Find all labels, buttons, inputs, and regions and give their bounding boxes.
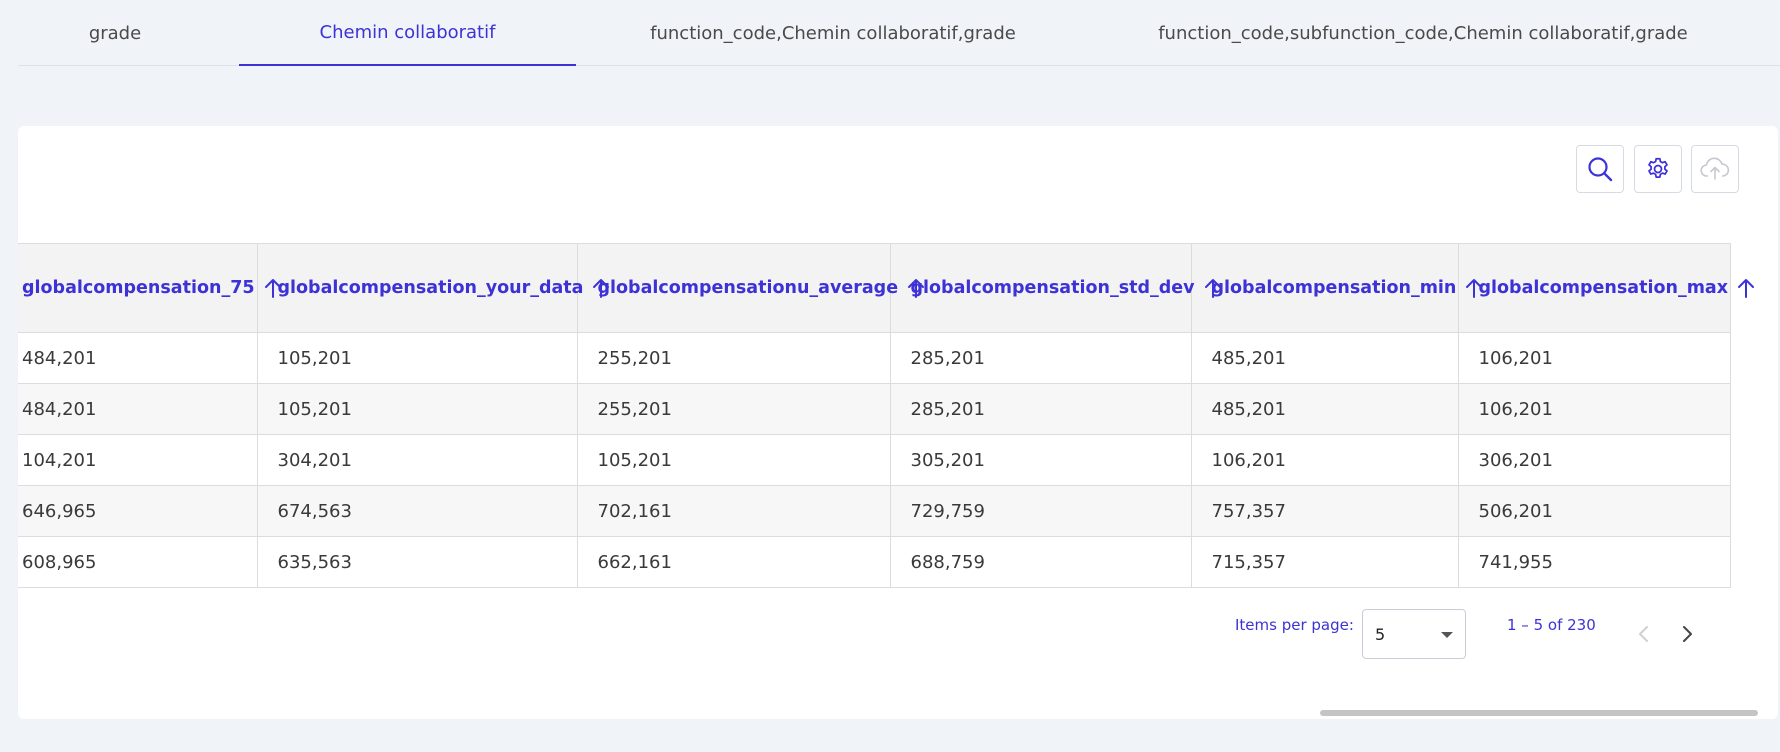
tab-label: function_code,Chemin collaboratif,grade (650, 22, 1016, 44)
horizontal-scrollbar-thumb[interactable] (1320, 710, 1758, 716)
column-header-globalcompensation-std-dev[interactable]: globalcompensation_std_dev (889, 243, 1221, 333)
next-page-button[interactable] (1671, 618, 1703, 650)
caret-down-icon (1441, 632, 1453, 638)
table-cell: 104,201 (18, 434, 258, 486)
data-table: globalcompensation_75 globalcompensation… (18, 243, 1755, 588)
table-card: globalcompensation_75 globalcompensation… (18, 126, 1778, 719)
column-header-label: globalcompensation_min (1211, 278, 1457, 298)
column-header-globalcompensation-max[interactable]: globalcompensation_max (1457, 243, 1755, 333)
page-size-select[interactable]: 5 (1362, 609, 1466, 659)
table-cell: 702,161 (576, 485, 891, 537)
table-cell: 608,965 (18, 536, 258, 588)
table-row: 484,201 105,201 255,201 285,201 485,201 … (18, 332, 1731, 384)
column-header-globalcompensation-75[interactable]: globalcompensation_75 (18, 243, 281, 333)
table-cell: 757,357 (1190, 485, 1459, 537)
table-row: 484,201 105,201 255,201 285,201 485,201 … (18, 383, 1731, 435)
table-cell: 304,201 (256, 434, 578, 486)
column-header-label: globalcompensationu_average (597, 278, 899, 298)
search-icon (1588, 157, 1613, 182)
table-header-row: globalcompensation_75 globalcompensation… (18, 243, 1755, 333)
column-header-label: globalcompensation_max (1478, 278, 1729, 298)
pagination-range: 1 – 5 of 230 (1507, 616, 1596, 634)
table-cell: 106,201 (1457, 332, 1731, 384)
table-cell: 506,201 (1457, 485, 1731, 537)
settings-button[interactable] (1634, 145, 1682, 193)
table-cell: 106,201 (1457, 383, 1731, 435)
tab-label: grade (88, 22, 142, 44)
table-cell: 729,759 (889, 485, 1192, 537)
table-cell: 105,201 (576, 434, 891, 486)
tab-label: function_code,subfunction_code,Chemin co… (1158, 22, 1688, 44)
previous-page-button[interactable] (1628, 618, 1660, 650)
items-per-page-label: Items per page: (1235, 616, 1354, 634)
sort-arrow-up-icon[interactable] (1464, 277, 1484, 299)
tab-chemin-collaboratif[interactable]: Chemin collaboratif (239, 0, 576, 66)
table-cell: 484,201 (18, 332, 258, 384)
page-size-value: 5 (1375, 624, 1386, 644)
table-cell: 305,201 (889, 434, 1192, 486)
upload-button[interactable] (1691, 145, 1739, 193)
sort-arrow-up-icon[interactable] (906, 277, 926, 299)
table-cell: 105,201 (256, 383, 578, 435)
table-row: 104,201 304,201 105,201 305,201 106,201 … (18, 434, 1731, 486)
sort-arrow-up-icon[interactable] (591, 277, 611, 299)
table-cell: 485,201 (1190, 332, 1459, 384)
tab-function-code-chemin-grade[interactable]: function_code,Chemin collaboratif,grade (618, 0, 1048, 66)
tab-function-subfunction-chemin-grade[interactable]: function_code,subfunction_code,Chemin co… (1108, 0, 1738, 66)
sort-arrow-up-icon[interactable] (1736, 277, 1756, 299)
chevron-right-icon (1683, 626, 1692, 642)
table-row: 646,965 674,563 702,161 729,759 757,357 … (18, 485, 1731, 537)
column-header-label: globalcompensation_75 (22, 278, 255, 298)
table-cell: 674,563 (256, 485, 578, 537)
sort-arrow-up-icon[interactable] (1203, 277, 1223, 299)
table-cell: 255,201 (576, 332, 891, 384)
column-header-globalcompensation-your-data[interactable]: globalcompensation_your_data (256, 243, 610, 333)
tab-grade[interactable]: grade (20, 0, 210, 66)
table-cell: 285,201 (889, 383, 1192, 435)
column-header-globalcompensation-min[interactable]: globalcompensation_min (1190, 243, 1483, 333)
table-cell: 646,965 (18, 485, 258, 537)
table-cell: 306,201 (1457, 434, 1731, 486)
column-header-label: globalcompensation_std_dev (910, 278, 1195, 298)
chevron-left-icon (1639, 626, 1648, 642)
table-cell: 741,955 (1457, 536, 1731, 588)
table-cell: 285,201 (889, 332, 1192, 384)
table-cell: 485,201 (1190, 383, 1459, 435)
sort-arrow-up-icon[interactable] (263, 277, 283, 299)
table-cell: 662,161 (576, 536, 891, 588)
table-cell: 635,563 (256, 536, 578, 588)
tab-label: Chemin collaboratif (319, 21, 496, 43)
search-button[interactable] (1576, 145, 1624, 193)
gear-icon (1648, 157, 1668, 178)
cloud-upload-icon (1700, 157, 1730, 180)
table-row: 608,965 635,563 662,161 688,759 715,357 … (18, 536, 1731, 588)
tab-bar: grade Chemin collaboratif function_code,… (18, 0, 1780, 66)
column-header-globalcompensationu-average[interactable]: globalcompensationu_average (576, 243, 925, 333)
table-cell: 688,759 (889, 536, 1192, 588)
table-cell: 105,201 (256, 332, 578, 384)
column-header-label: globalcompensation_your_data (277, 278, 584, 298)
table-cell: 484,201 (18, 383, 258, 435)
table-cell: 255,201 (576, 383, 891, 435)
table-cell: 106,201 (1190, 434, 1459, 486)
table-cell: 715,357 (1190, 536, 1459, 588)
